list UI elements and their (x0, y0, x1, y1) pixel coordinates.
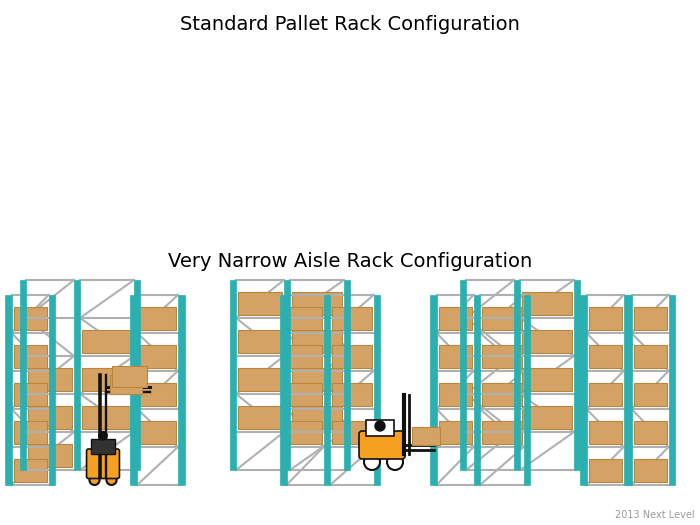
FancyBboxPatch shape (522, 368, 572, 391)
Text: Standard Pallet Rack Configuration: Standard Pallet Rack Configuration (180, 15, 520, 34)
FancyBboxPatch shape (332, 421, 372, 444)
FancyBboxPatch shape (634, 345, 666, 368)
FancyBboxPatch shape (482, 307, 522, 330)
FancyBboxPatch shape (111, 366, 147, 387)
FancyBboxPatch shape (178, 295, 185, 485)
FancyBboxPatch shape (288, 383, 321, 406)
FancyBboxPatch shape (589, 307, 622, 330)
FancyBboxPatch shape (522, 406, 572, 429)
FancyBboxPatch shape (110, 375, 142, 394)
FancyBboxPatch shape (48, 295, 55, 485)
FancyBboxPatch shape (238, 368, 282, 391)
FancyBboxPatch shape (589, 383, 622, 406)
FancyBboxPatch shape (238, 292, 282, 315)
FancyBboxPatch shape (292, 368, 342, 391)
Circle shape (375, 421, 385, 431)
FancyBboxPatch shape (344, 280, 350, 470)
FancyBboxPatch shape (366, 420, 394, 436)
Text: 2013 Next Level: 2013 Next Level (615, 510, 695, 520)
FancyBboxPatch shape (438, 383, 472, 406)
FancyBboxPatch shape (288, 345, 321, 368)
FancyBboxPatch shape (130, 295, 137, 485)
FancyBboxPatch shape (87, 449, 120, 478)
FancyBboxPatch shape (139, 307, 176, 330)
FancyBboxPatch shape (624, 295, 630, 485)
FancyBboxPatch shape (292, 292, 342, 315)
FancyBboxPatch shape (482, 421, 522, 444)
FancyBboxPatch shape (634, 307, 666, 330)
FancyBboxPatch shape (438, 345, 472, 368)
FancyBboxPatch shape (589, 421, 622, 444)
FancyBboxPatch shape (668, 295, 675, 485)
FancyBboxPatch shape (522, 292, 572, 315)
FancyBboxPatch shape (473, 295, 480, 485)
FancyBboxPatch shape (13, 421, 46, 444)
FancyBboxPatch shape (280, 295, 286, 485)
FancyBboxPatch shape (134, 280, 140, 470)
FancyBboxPatch shape (82, 368, 132, 391)
FancyBboxPatch shape (28, 444, 72, 467)
Text: Very Narrow Aisle Rack Configuration: Very Narrow Aisle Rack Configuration (168, 252, 532, 271)
FancyBboxPatch shape (28, 368, 72, 391)
FancyBboxPatch shape (574, 280, 580, 470)
FancyBboxPatch shape (589, 459, 622, 482)
FancyBboxPatch shape (482, 345, 522, 368)
FancyBboxPatch shape (288, 307, 321, 330)
FancyBboxPatch shape (438, 421, 472, 444)
FancyBboxPatch shape (460, 280, 466, 470)
FancyBboxPatch shape (359, 431, 405, 459)
FancyBboxPatch shape (589, 345, 622, 368)
Circle shape (364, 454, 380, 470)
FancyBboxPatch shape (74, 280, 80, 470)
FancyBboxPatch shape (139, 421, 176, 444)
FancyBboxPatch shape (524, 295, 530, 485)
FancyBboxPatch shape (13, 459, 46, 482)
FancyBboxPatch shape (438, 307, 472, 330)
FancyBboxPatch shape (288, 421, 321, 444)
FancyBboxPatch shape (430, 295, 437, 485)
Circle shape (90, 475, 99, 485)
FancyBboxPatch shape (625, 295, 631, 485)
FancyBboxPatch shape (20, 280, 26, 470)
FancyBboxPatch shape (139, 345, 176, 368)
FancyBboxPatch shape (514, 280, 520, 470)
FancyBboxPatch shape (82, 330, 132, 353)
FancyBboxPatch shape (28, 406, 72, 429)
FancyBboxPatch shape (374, 295, 380, 485)
FancyBboxPatch shape (13, 383, 46, 406)
FancyBboxPatch shape (332, 345, 372, 368)
FancyBboxPatch shape (634, 383, 666, 406)
FancyBboxPatch shape (292, 330, 342, 353)
FancyBboxPatch shape (332, 383, 372, 406)
Circle shape (387, 454, 403, 470)
FancyBboxPatch shape (522, 330, 572, 353)
FancyBboxPatch shape (412, 427, 440, 445)
FancyBboxPatch shape (292, 406, 342, 429)
Circle shape (99, 432, 107, 440)
FancyBboxPatch shape (238, 406, 282, 429)
FancyBboxPatch shape (482, 383, 522, 406)
FancyBboxPatch shape (82, 406, 132, 429)
FancyBboxPatch shape (580, 295, 587, 485)
Circle shape (106, 475, 117, 485)
FancyBboxPatch shape (13, 345, 46, 368)
FancyBboxPatch shape (13, 307, 46, 330)
FancyBboxPatch shape (238, 330, 282, 353)
FancyBboxPatch shape (332, 307, 372, 330)
FancyBboxPatch shape (91, 439, 115, 455)
FancyBboxPatch shape (139, 383, 176, 406)
FancyBboxPatch shape (284, 280, 290, 470)
FancyBboxPatch shape (5, 295, 11, 485)
FancyBboxPatch shape (634, 459, 666, 482)
FancyBboxPatch shape (634, 421, 666, 444)
FancyBboxPatch shape (323, 295, 330, 485)
FancyBboxPatch shape (230, 280, 236, 470)
